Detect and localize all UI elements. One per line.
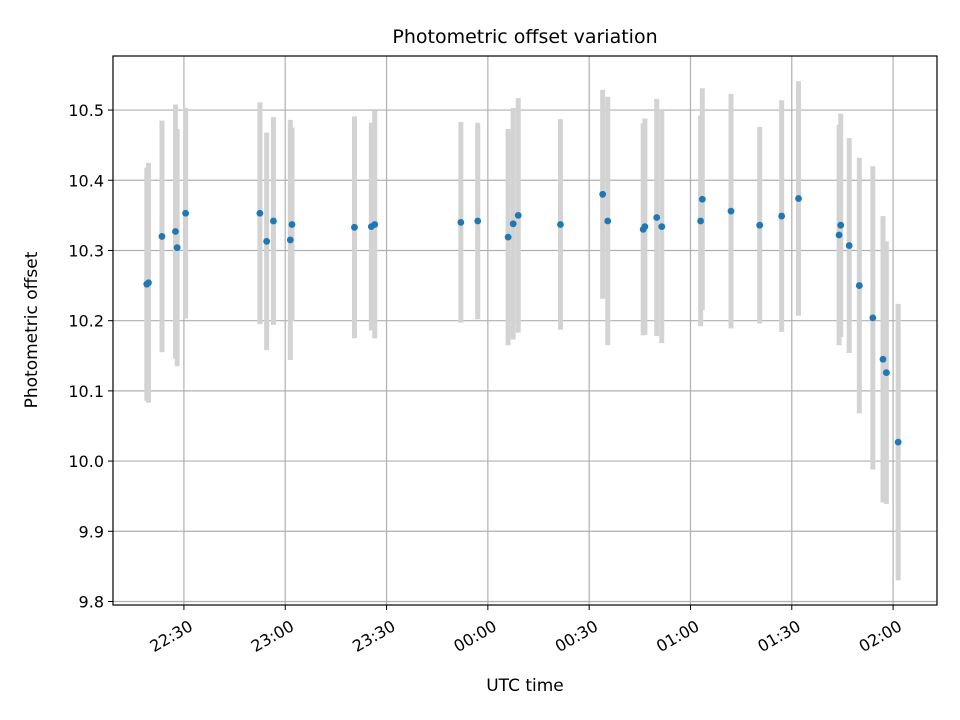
data-point bbox=[756, 221, 764, 229]
x-tick-label: 02:00 bbox=[856, 616, 905, 656]
data-point bbox=[894, 438, 902, 446]
y-tick-label: 9.8 bbox=[79, 592, 104, 611]
data-point bbox=[837, 221, 845, 229]
data-point bbox=[778, 212, 786, 220]
y-tick-label: 10.1 bbox=[68, 382, 104, 401]
x-tick-label: 23:30 bbox=[349, 616, 398, 656]
data-point bbox=[604, 217, 612, 225]
data-point bbox=[173, 244, 181, 252]
x-tick-label: 01:30 bbox=[754, 616, 803, 656]
x-axis: 22:30 23:00 23:30 00:00 00:30 01:00 01:30 02:00 bbox=[146, 605, 905, 656]
data-point bbox=[288, 221, 296, 228]
plot-frame bbox=[112, 55, 938, 606]
data-point bbox=[158, 233, 166, 240]
data-point bbox=[351, 223, 358, 231]
grid-lines bbox=[113, 56, 937, 605]
data-point bbox=[599, 190, 607, 198]
y-tick-label: 10.3 bbox=[68, 241, 104, 260]
data-point bbox=[727, 207, 735, 215]
data-point bbox=[658, 223, 666, 230]
data-point bbox=[698, 195, 706, 203]
data-point bbox=[641, 223, 649, 230]
data-point bbox=[835, 231, 843, 239]
data-point bbox=[504, 233, 512, 241]
data-point bbox=[882, 369, 890, 377]
data-point bbox=[514, 211, 522, 219]
data-point bbox=[172, 228, 179, 235]
chart-title: Photometric offset variation bbox=[392, 26, 657, 48]
y-tick-label: 10.0 bbox=[68, 452, 104, 471]
data-point bbox=[263, 237, 271, 245]
data-point bbox=[795, 195, 802, 202]
x-axis-label: UTC time bbox=[486, 676, 564, 696]
data-point bbox=[145, 279, 152, 287]
data-point bbox=[845, 242, 853, 249]
x-tick-label: 01:00 bbox=[653, 616, 702, 656]
data-point bbox=[879, 355, 887, 363]
data-point bbox=[182, 209, 190, 217]
y-axis-label: Photometric offset bbox=[22, 251, 42, 408]
data-points bbox=[143, 190, 902, 446]
data-point bbox=[869, 314, 877, 322]
x-tick-label: 00:00 bbox=[450, 616, 499, 656]
data-point bbox=[509, 220, 517, 228]
data-point bbox=[653, 214, 661, 221]
data-point bbox=[371, 221, 379, 228]
data-point bbox=[286, 236, 294, 244]
data-point bbox=[697, 217, 705, 225]
data-point bbox=[256, 209, 264, 217]
y-tick-label: 10.5 bbox=[68, 101, 104, 120]
y-axis: 9.8 9.9 10.0 10.1 10.2 10.3 10.4 10.5 bbox=[68, 101, 113, 611]
y-tick-label: 10.4 bbox=[68, 171, 104, 190]
x-tick-label: 22:30 bbox=[146, 616, 195, 656]
data-point bbox=[457, 218, 465, 226]
y-tick-label: 9.9 bbox=[79, 522, 104, 541]
data-point bbox=[474, 217, 482, 225]
data-point bbox=[557, 221, 564, 228]
error-bars bbox=[144, 81, 901, 581]
x-tick-label: 23:00 bbox=[248, 616, 297, 656]
data-point bbox=[270, 217, 277, 225]
x-tick-label: 00:30 bbox=[552, 616, 601, 656]
y-tick-label: 10.2 bbox=[68, 312, 104, 331]
data-point bbox=[855, 282, 863, 289]
